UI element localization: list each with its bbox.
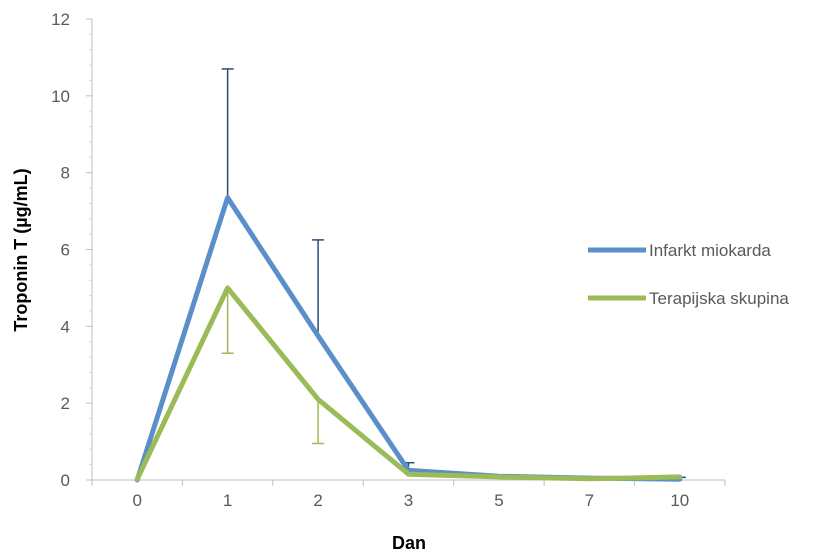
series-line bbox=[134, 195, 683, 483]
error-bars bbox=[221, 68, 686, 480]
y-tick-label: 10 bbox=[51, 87, 70, 106]
legend-label: Terapijska skupina bbox=[649, 289, 789, 308]
series-line bbox=[134, 285, 683, 482]
y-tick-label: 6 bbox=[61, 241, 70, 260]
y-axis-title: Troponin T (µg/mL) bbox=[11, 168, 31, 331]
x-axis-ticks: 0 1 2 3 5 7 10 bbox=[91, 480, 726, 510]
series-lines bbox=[134, 195, 683, 483]
x-tick-label: 1 bbox=[223, 491, 232, 510]
y-tick-label: 8 bbox=[61, 164, 70, 183]
x-tick-label: 3 bbox=[404, 491, 413, 510]
x-tick-label: 0 bbox=[132, 491, 141, 510]
y-tick-label: 2 bbox=[61, 394, 70, 413]
x-tick-label: 10 bbox=[670, 491, 689, 510]
legend: Infarkt miokarda Terapijska skupina bbox=[588, 241, 789, 308]
x-tick-label: 2 bbox=[313, 491, 322, 510]
x-tick-label: 5 bbox=[494, 491, 503, 510]
x-tick-label: 7 bbox=[585, 491, 594, 510]
y-tick-label: 0 bbox=[61, 471, 70, 490]
y-axis-ticks: 0 2 4 6 8 10 12 bbox=[51, 10, 92, 490]
y-tick-label: 4 bbox=[61, 317, 70, 336]
y-tick-label: 12 bbox=[51, 10, 70, 29]
legend-label: Infarkt miokarda bbox=[649, 241, 771, 260]
x-axis-title: Dan bbox=[392, 533, 426, 553]
